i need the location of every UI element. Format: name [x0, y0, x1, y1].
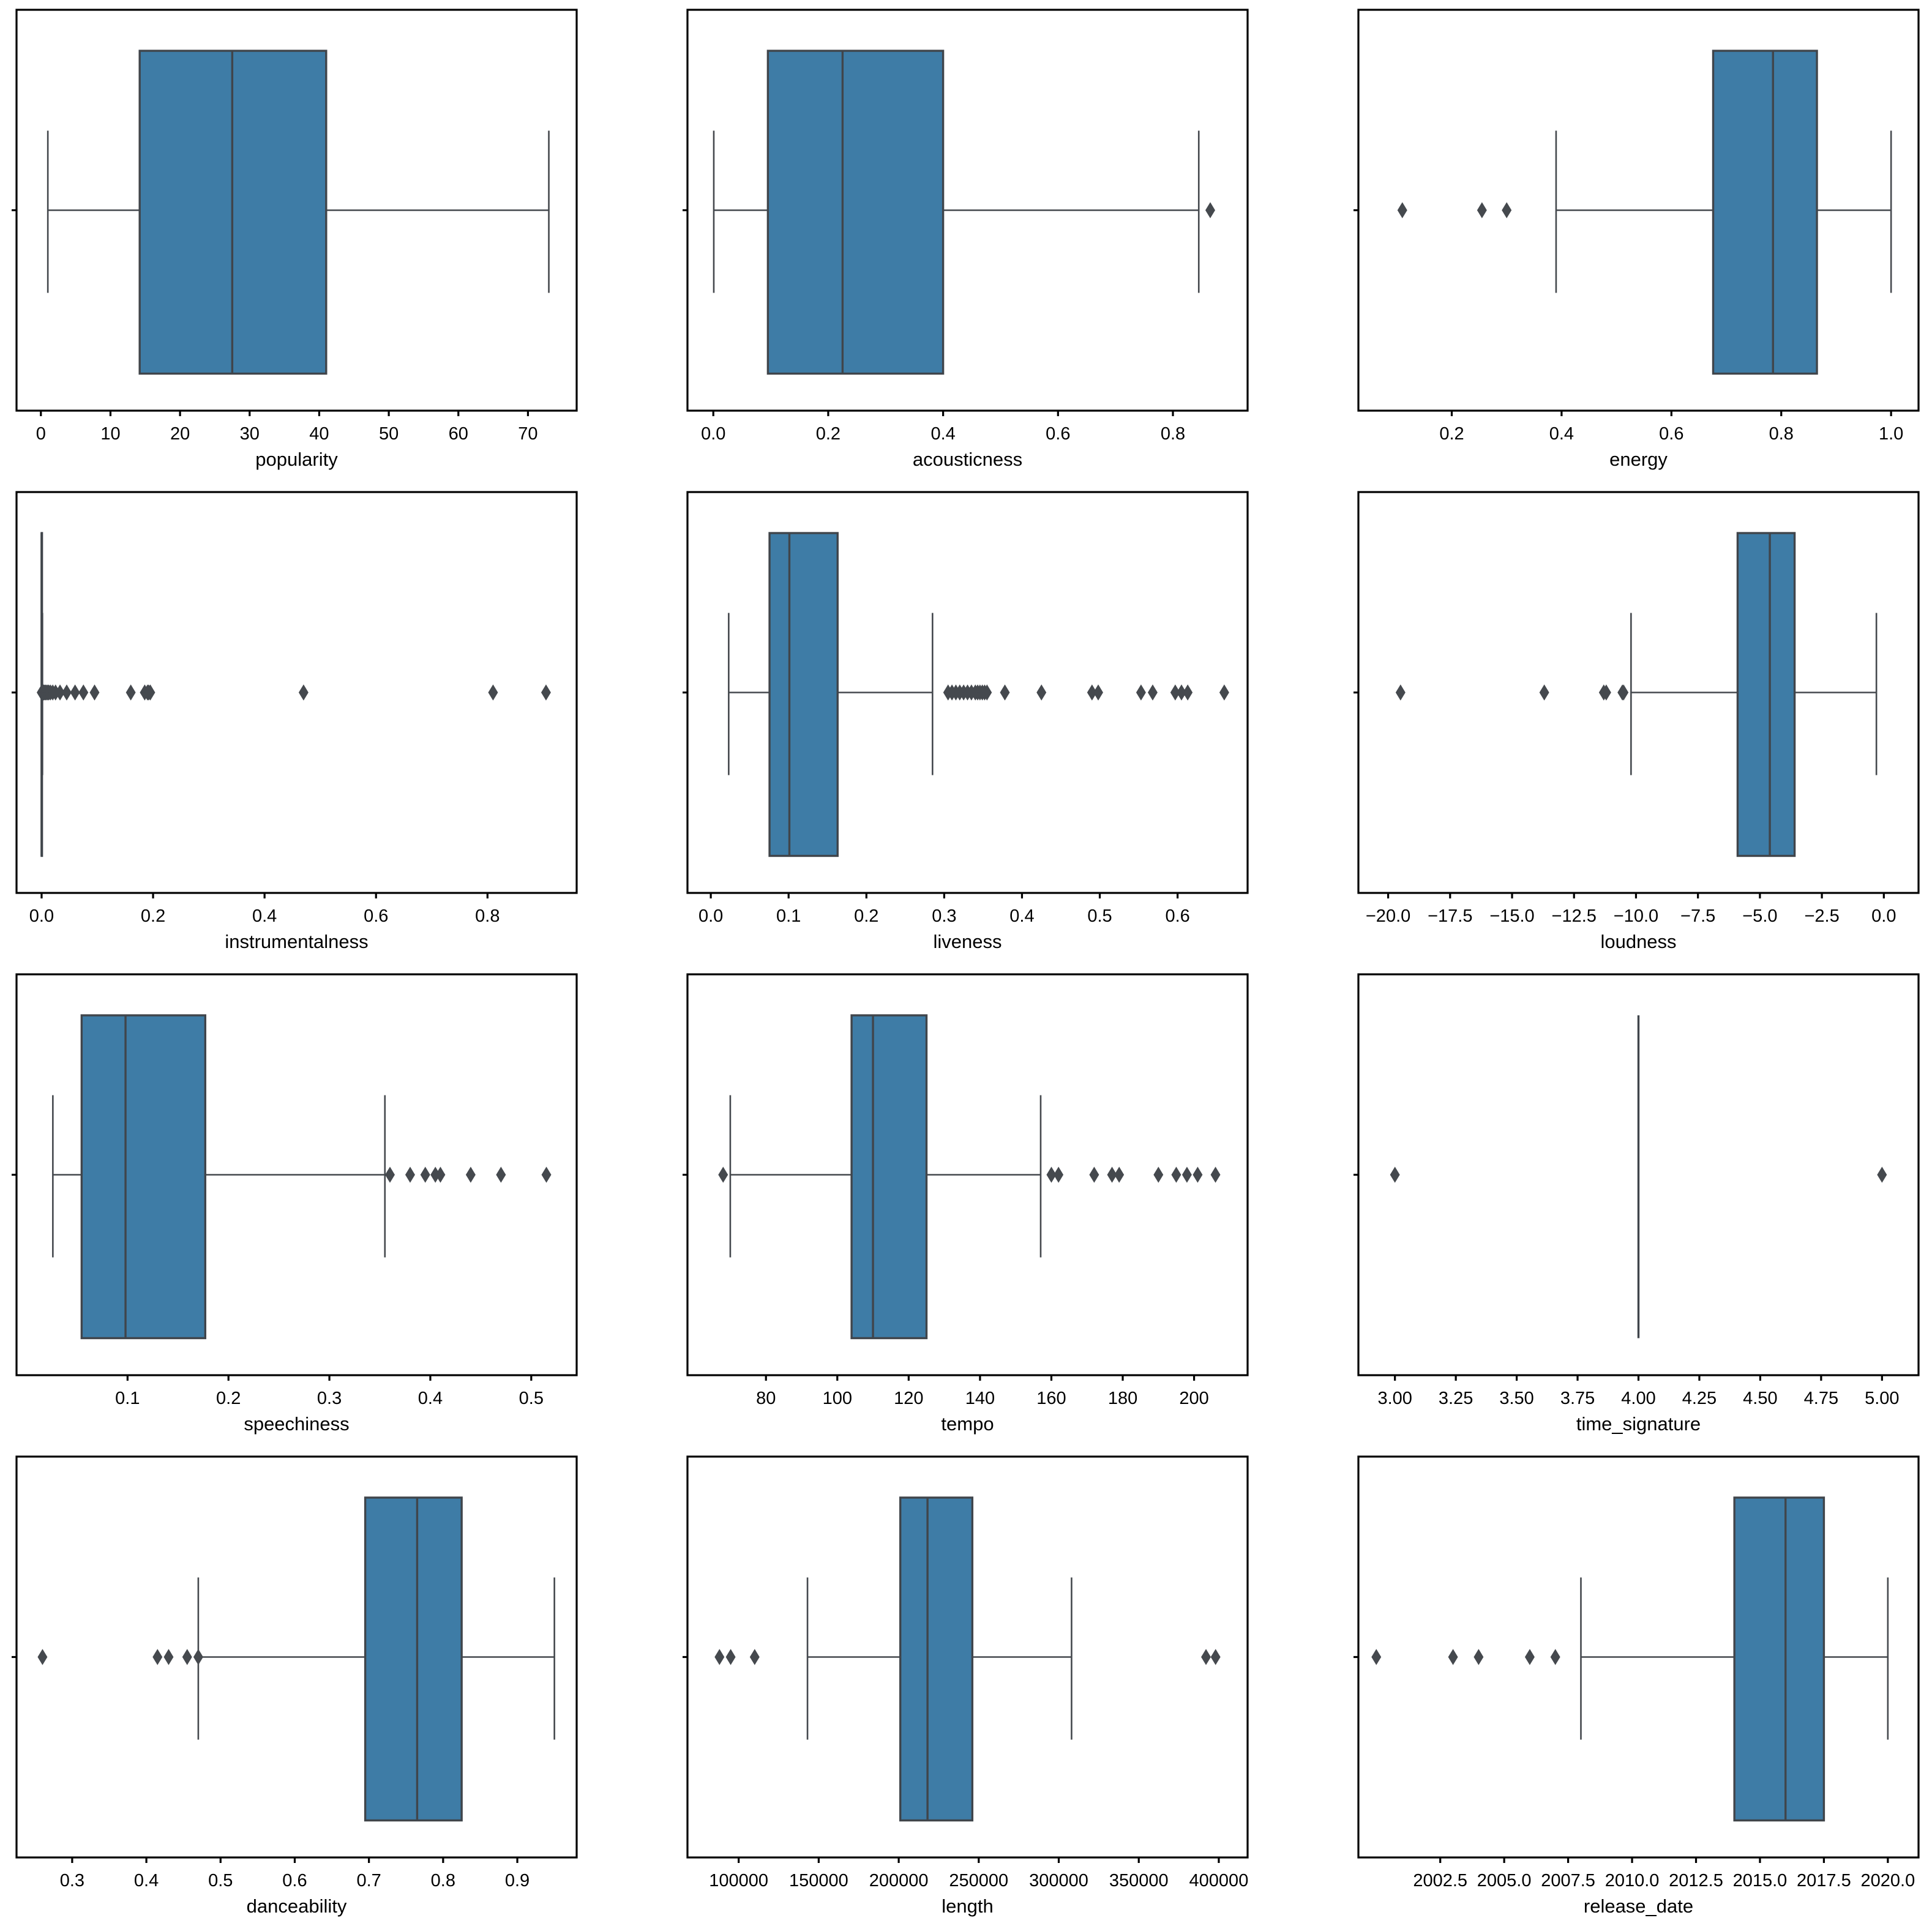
svg-text:0.4: 0.4 — [930, 424, 955, 444]
svg-text:0.4: 0.4 — [134, 1871, 159, 1891]
svg-text:70: 70 — [518, 424, 537, 444]
svg-text:100: 100 — [823, 1389, 852, 1408]
svg-text:−5.0: −5.0 — [1742, 906, 1777, 926]
svg-text:−12.5: −12.5 — [1552, 906, 1597, 926]
svg-text:4.00: 4.00 — [1621, 1389, 1655, 1408]
svg-text:0.4: 0.4 — [1549, 424, 1574, 444]
svg-text:0.0: 0.0 — [698, 906, 723, 926]
svg-text:0.5: 0.5 — [519, 1389, 544, 1408]
svg-text:4.25: 4.25 — [1682, 1389, 1717, 1408]
svg-text:180: 180 — [1108, 1389, 1137, 1408]
svg-text:0.2: 0.2 — [1439, 424, 1464, 444]
svg-text:release_date: release_date — [1584, 1895, 1693, 1917]
svg-text:140: 140 — [965, 1389, 995, 1408]
svg-text:length: length — [942, 1895, 993, 1917]
svg-text:40: 40 — [309, 424, 329, 444]
svg-text:0.6: 0.6 — [1659, 424, 1683, 444]
svg-text:100000: 100000 — [709, 1871, 768, 1891]
svg-text:0.2: 0.2 — [141, 906, 165, 926]
svg-text:0.9: 0.9 — [505, 1871, 530, 1891]
svg-text:60: 60 — [449, 424, 468, 444]
svg-text:0.8: 0.8 — [1161, 424, 1185, 444]
svg-text:0.5: 0.5 — [1087, 906, 1112, 926]
svg-text:speechiness: speechiness — [244, 1413, 349, 1435]
svg-text:0.3: 0.3 — [317, 1389, 342, 1408]
svg-text:−2.5: −2.5 — [1804, 906, 1839, 926]
svg-text:0.5: 0.5 — [208, 1871, 233, 1891]
svg-text:0.4: 0.4 — [418, 1389, 443, 1408]
svg-text:0.6: 0.6 — [364, 906, 388, 926]
svg-text:0.2: 0.2 — [854, 906, 878, 926]
svg-text:10: 10 — [100, 424, 120, 444]
svg-text:0.6: 0.6 — [282, 1871, 307, 1891]
svg-text:2010.0: 2010.0 — [1605, 1871, 1660, 1891]
svg-text:4.75: 4.75 — [1804, 1389, 1838, 1408]
svg-text:energy: energy — [1609, 449, 1668, 470]
svg-text:0.0: 0.0 — [701, 424, 725, 444]
svg-text:1.0: 1.0 — [1879, 424, 1903, 444]
svg-text:0.0: 0.0 — [1871, 906, 1896, 926]
svg-text:200: 200 — [1179, 1389, 1208, 1408]
svg-text:danceability: danceability — [247, 1895, 347, 1917]
svg-text:4.50: 4.50 — [1743, 1389, 1777, 1408]
svg-text:2002.5: 2002.5 — [1413, 1871, 1467, 1891]
svg-text:0.6: 0.6 — [1046, 424, 1070, 444]
svg-text:150000: 150000 — [789, 1871, 848, 1891]
svg-text:instrumentalness: instrumentalness — [225, 931, 368, 952]
svg-text:0.0: 0.0 — [29, 906, 54, 926]
svg-text:acousticness: acousticness — [913, 449, 1022, 470]
svg-text:−10.0: −10.0 — [1614, 906, 1658, 926]
svg-text:0.8: 0.8 — [431, 1871, 455, 1891]
svg-text:liveness: liveness — [934, 931, 1002, 952]
svg-text:0.1: 0.1 — [115, 1389, 140, 1408]
svg-text:0.8: 0.8 — [1769, 424, 1794, 444]
svg-text:20: 20 — [170, 424, 190, 444]
svg-text:3.75: 3.75 — [1560, 1389, 1595, 1408]
svg-text:50: 50 — [379, 424, 399, 444]
svg-text:2005.0: 2005.0 — [1477, 1871, 1532, 1891]
svg-text:80: 80 — [756, 1389, 776, 1408]
svg-text:0.8: 0.8 — [475, 906, 500, 926]
svg-text:−15.0: −15.0 — [1489, 906, 1534, 926]
svg-text:loudness: loudness — [1600, 931, 1676, 952]
svg-text:3.25: 3.25 — [1439, 1389, 1473, 1408]
svg-text:tempo: tempo — [941, 1413, 994, 1435]
svg-text:−7.5: −7.5 — [1680, 906, 1715, 926]
svg-text:2007.5: 2007.5 — [1541, 1871, 1595, 1891]
svg-text:30: 30 — [240, 424, 260, 444]
svg-text:time_signature: time_signature — [1576, 1413, 1701, 1435]
svg-text:400000: 400000 — [1189, 1871, 1249, 1891]
svg-text:0.1: 0.1 — [776, 906, 801, 926]
svg-text:2015.0: 2015.0 — [1733, 1871, 1788, 1891]
svg-text:0.2: 0.2 — [216, 1389, 241, 1408]
svg-text:0.4: 0.4 — [1009, 906, 1034, 926]
svg-text:0: 0 — [36, 424, 46, 444]
svg-text:120: 120 — [894, 1389, 923, 1408]
svg-text:3.50: 3.50 — [1499, 1389, 1533, 1408]
svg-text:0.6: 0.6 — [1165, 906, 1189, 926]
svg-text:2012.5: 2012.5 — [1669, 1871, 1723, 1891]
svg-text:−17.5: −17.5 — [1428, 906, 1472, 926]
svg-text:250000: 250000 — [949, 1871, 1008, 1891]
svg-text:0.2: 0.2 — [816, 424, 841, 444]
svg-text:160: 160 — [1036, 1389, 1066, 1408]
svg-text:popularity: popularity — [255, 449, 338, 470]
svg-text:2020.0: 2020.0 — [1861, 1871, 1915, 1891]
svg-text:200000: 200000 — [869, 1871, 929, 1891]
svg-text:0.3: 0.3 — [60, 1871, 84, 1891]
svg-text:0.4: 0.4 — [252, 906, 277, 926]
svg-text:5.00: 5.00 — [1865, 1389, 1899, 1408]
svg-text:300000: 300000 — [1029, 1871, 1088, 1891]
svg-text:3.00: 3.00 — [1377, 1389, 1412, 1408]
svg-text:0.7: 0.7 — [356, 1871, 381, 1891]
svg-text:−20.0: −20.0 — [1366, 906, 1410, 926]
svg-text:350000: 350000 — [1109, 1871, 1169, 1891]
svg-text:0.3: 0.3 — [932, 906, 956, 926]
svg-text:2017.5: 2017.5 — [1797, 1871, 1851, 1891]
